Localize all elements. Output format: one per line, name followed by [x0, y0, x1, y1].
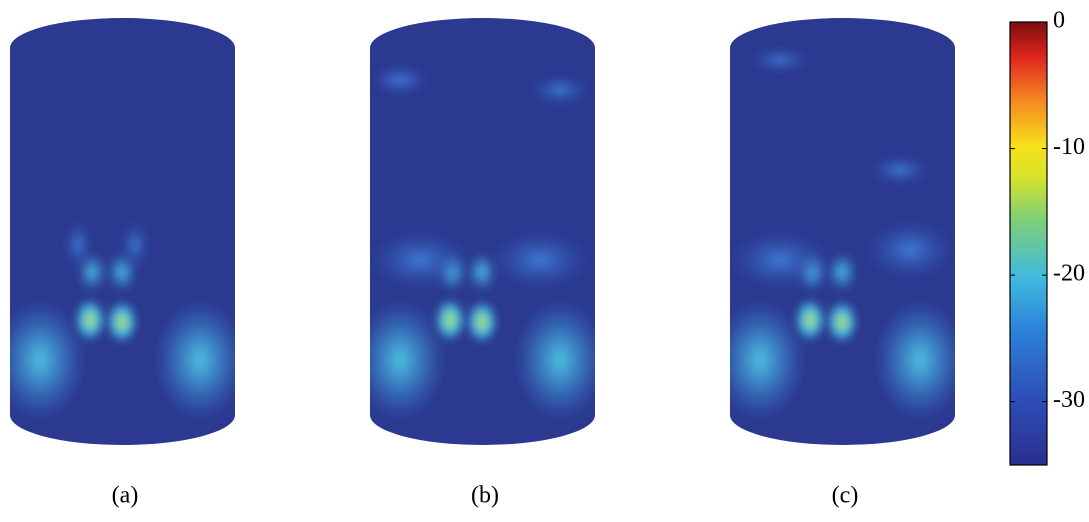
tick-label: -10: [1053, 134, 1085, 160]
panel-labels: (a) (b) (c): [112, 483, 859, 509]
panel-a: [0, 18, 245, 445]
colorbar-scale: [1009, 21, 1048, 466]
tick-label: -20: [1053, 261, 1085, 287]
colorbar: 0 -10 -20 -30: [1009, 8, 1085, 466]
panel-c: [715, 18, 965, 445]
panel-b: [355, 18, 605, 445]
tick-label: -30: [1053, 387, 1085, 413]
panel-label: (a): [112, 483, 139, 509]
panel-label: (b): [471, 483, 499, 509]
tick-label: 0: [1053, 8, 1065, 34]
panel-label: (c): [832, 483, 859, 509]
